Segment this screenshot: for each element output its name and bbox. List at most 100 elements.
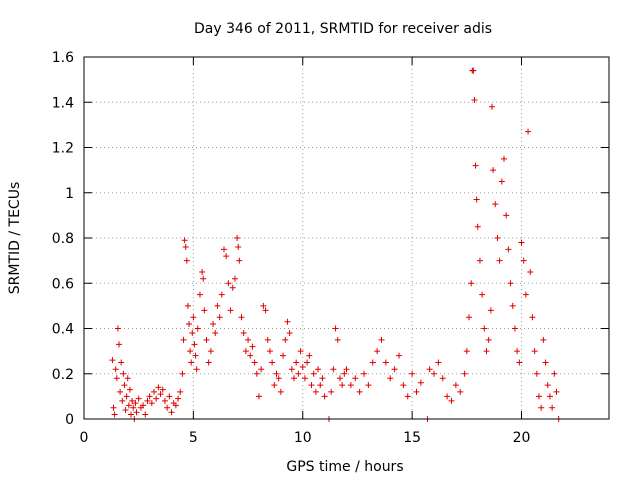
data-point bbox=[129, 397, 136, 404]
data-point bbox=[404, 393, 411, 400]
data-point bbox=[124, 375, 131, 382]
data-point bbox=[231, 275, 238, 282]
data-point bbox=[245, 336, 252, 343]
data-point bbox=[282, 336, 289, 343]
data-point bbox=[529, 314, 536, 321]
data-point bbox=[122, 406, 129, 413]
data-point bbox=[546, 393, 553, 400]
data-point bbox=[481, 325, 488, 332]
data-point bbox=[157, 391, 164, 398]
data-point bbox=[391, 366, 398, 373]
x-axis-label: GPS time / hours bbox=[286, 459, 403, 475]
data-point bbox=[113, 375, 120, 382]
data-point bbox=[369, 359, 376, 366]
data-point bbox=[365, 382, 372, 389]
data-point bbox=[544, 382, 551, 389]
data-point bbox=[168, 409, 175, 416]
data-point bbox=[374, 348, 381, 355]
data-point bbox=[180, 336, 187, 343]
data-point bbox=[522, 291, 529, 298]
data-point bbox=[212, 330, 219, 337]
x-tick-label: 10 bbox=[294, 430, 312, 446]
data-point bbox=[159, 386, 166, 393]
data-point bbox=[121, 382, 128, 389]
data-point bbox=[234, 235, 241, 241]
data-point bbox=[146, 393, 153, 400]
data-point bbox=[319, 375, 326, 382]
data-point bbox=[247, 352, 254, 359]
data-point bbox=[485, 336, 492, 343]
data-point bbox=[153, 395, 160, 402]
data-point bbox=[356, 388, 363, 395]
data-point bbox=[266, 348, 273, 355]
data-point bbox=[352, 375, 359, 382]
data-point bbox=[184, 302, 191, 309]
data-point bbox=[496, 257, 503, 264]
data-point bbox=[553, 388, 560, 395]
data-point bbox=[207, 348, 214, 355]
data-point bbox=[317, 382, 324, 389]
x-tick-label: 0 bbox=[80, 430, 89, 446]
data-point bbox=[262, 307, 269, 314]
data-point bbox=[461, 370, 468, 377]
data-point bbox=[110, 404, 117, 411]
data-point bbox=[479, 291, 486, 298]
data-point bbox=[280, 352, 287, 359]
data-point bbox=[339, 382, 346, 389]
data-point bbox=[126, 386, 133, 393]
data-point bbox=[125, 402, 132, 409]
data-point bbox=[533, 370, 540, 377]
data-point bbox=[413, 388, 420, 395]
data-point bbox=[142, 411, 149, 418]
data-point bbox=[471, 96, 478, 103]
data-point bbox=[509, 302, 516, 309]
data-point bbox=[258, 366, 265, 373]
data-point bbox=[203, 336, 210, 343]
grid-lines bbox=[84, 57, 609, 419]
data-point bbox=[293, 359, 300, 366]
data-point bbox=[336, 375, 343, 382]
data-point bbox=[297, 348, 304, 355]
x-tick-label: 20 bbox=[513, 430, 531, 446]
data-point bbox=[511, 325, 518, 332]
data-point bbox=[260, 302, 267, 309]
data-point bbox=[264, 336, 271, 343]
data-point bbox=[277, 388, 284, 395]
data-point bbox=[114, 325, 121, 332]
data-point bbox=[273, 370, 280, 377]
data-point bbox=[193, 366, 200, 373]
data-point bbox=[189, 330, 196, 337]
data-point bbox=[334, 336, 341, 343]
data-point bbox=[201, 307, 208, 314]
data-point bbox=[182, 244, 189, 251]
data-point bbox=[361, 370, 367, 377]
data-point bbox=[135, 395, 142, 402]
data-point bbox=[144, 397, 151, 404]
data-point bbox=[439, 375, 446, 382]
data-point bbox=[148, 400, 155, 407]
data-point bbox=[542, 359, 549, 366]
y-tick-label: 1.4 bbox=[52, 95, 74, 111]
data-point bbox=[531, 348, 538, 355]
data-point bbox=[191, 341, 198, 348]
data-point bbox=[387, 375, 394, 382]
data-point bbox=[196, 291, 203, 298]
data-point bbox=[343, 366, 350, 373]
data-point bbox=[488, 103, 495, 110]
y-tick-label: 1 bbox=[65, 186, 74, 202]
data-point bbox=[291, 375, 297, 382]
x-tick-label: 15 bbox=[403, 430, 421, 446]
y-tick-label: 0.8 bbox=[52, 231, 74, 247]
data-point bbox=[140, 402, 147, 409]
data-point bbox=[221, 246, 227, 253]
data-point bbox=[400, 382, 407, 389]
data-point bbox=[332, 325, 339, 332]
data-point bbox=[251, 359, 258, 366]
data-point bbox=[468, 280, 475, 287]
data-point bbox=[527, 268, 534, 275]
data-points bbox=[109, 67, 562, 422]
data-point bbox=[452, 382, 459, 389]
data-point bbox=[151, 388, 157, 395]
data-point bbox=[223, 253, 230, 260]
data-point bbox=[200, 275, 207, 282]
